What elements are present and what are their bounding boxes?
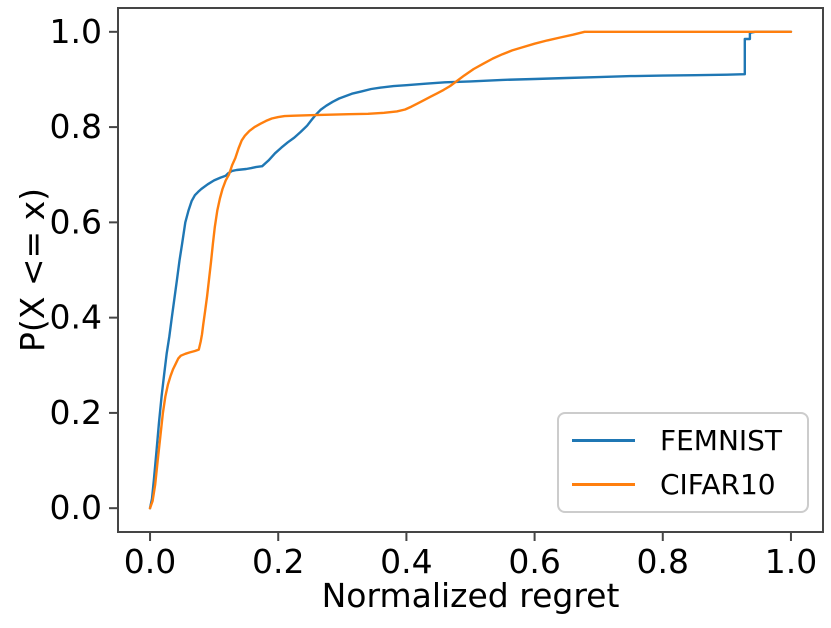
y-tick-label: 0.8 <box>50 107 102 146</box>
x-tick-label: 0.6 <box>508 542 560 581</box>
x-tick-label: 0.2 <box>252 542 304 581</box>
series-line-cifar10 <box>148 30 793 510</box>
x-axis-label: Normalized regret <box>321 576 620 615</box>
legend: FEMNIST CIFAR10 <box>557 412 809 513</box>
y-tick-label: 0.6 <box>50 202 102 241</box>
y-tick-label: 0.4 <box>50 298 102 337</box>
legend-label-cifar10: CIFAR10 <box>660 467 776 501</box>
plot-frame <box>117 7 824 533</box>
y-axis-label: P(X <= x) <box>13 187 53 353</box>
legend-line-femnist-swatch <box>572 439 635 443</box>
x-tick-label: 0.4 <box>380 542 432 581</box>
legend-item-cifar10: CIFAR10 <box>572 468 807 501</box>
x-tick-label: 0.0 <box>124 542 176 581</box>
y-tick-label: 0.2 <box>50 393 102 432</box>
y-tick-label: 1.0 <box>50 12 102 51</box>
x-tick-label: 1.0 <box>765 542 817 581</box>
legend-label-femnist: FEMNIST <box>660 424 783 458</box>
y-tick-label: 0.0 <box>50 488 102 527</box>
legend-item-femnist: FEMNIST <box>572 424 807 457</box>
series-line-femnist <box>148 30 793 510</box>
legend-line-cifar10-swatch <box>572 482 635 486</box>
x-tick-label: 0.8 <box>637 542 689 581</box>
